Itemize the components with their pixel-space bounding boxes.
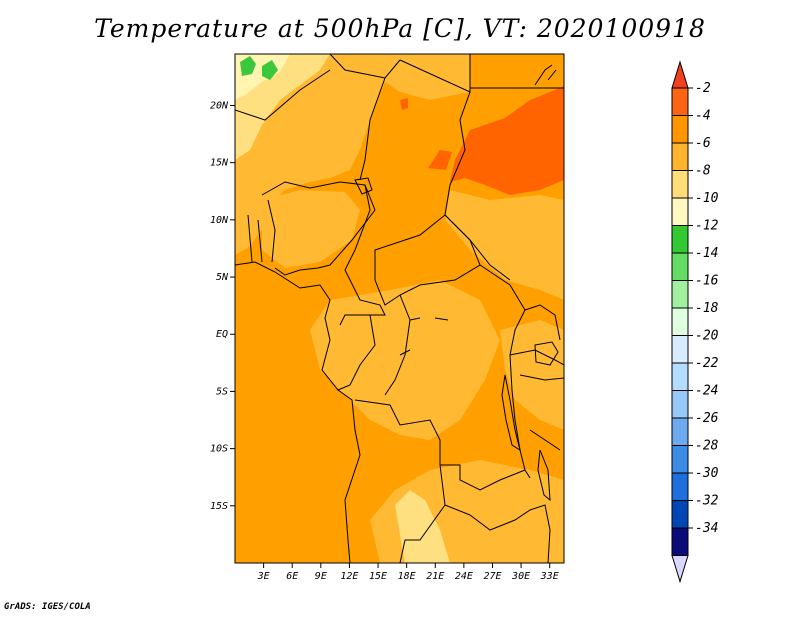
red-sea-coast [534, 64, 557, 86]
colorbar-label: -4 [695, 109, 711, 124]
map-title: Temperature at 500hPa [C], VT: 202010091… [94, 14, 706, 43]
temperature-map [235, 54, 564, 563]
colorbar-label: -26 [695, 411, 719, 426]
border-niger-chad [359, 77, 386, 181]
border-car [374, 214, 481, 306]
colorbar-swatch [671, 87, 689, 116]
colorbar-swatch [671, 362, 689, 391]
colorbar-label: -6 [695, 136, 711, 151]
x-tick-label: 12E [340, 571, 358, 582]
coastline-west-africa [235, 261, 361, 563]
x-tick-label: 24E [455, 571, 473, 582]
colorbar-top-arrow [671, 60, 689, 89]
colorbar-label: -32 [695, 494, 719, 509]
contour-minus-12-patch-2 [262, 60, 278, 80]
colorbar: -2 -4 -6 -8 -10 -12 -14 -16 -18 -20 -22 -24 -26 -28 -3… [671, 60, 719, 584]
colorbar-swatch [671, 142, 689, 171]
colorbar-swatch [671, 307, 689, 336]
y-tick-label: 10S [210, 444, 228, 455]
x-tick-label: 15E [369, 571, 387, 582]
x-tick-label: 27E [483, 571, 501, 582]
border-tanzania [519, 374, 564, 451]
colorbar-label: -12 [695, 219, 719, 234]
colorbar-label: -30 [695, 466, 719, 481]
colorbar-label: -16 [695, 274, 719, 289]
border-angola-zambia [399, 464, 471, 563]
x-tick-label: 9E [315, 571, 327, 582]
map-frame [234, 53, 565, 564]
colorbar-swatch [671, 472, 689, 501]
border-algeria-niger [290, 54, 401, 79]
contour-minus-4-sudan-west [428, 150, 452, 170]
contour-minus-8-east [445, 190, 564, 300]
colorbar-label: -22 [695, 356, 719, 371]
y-tick-label: 5S [216, 386, 228, 397]
y-axis: 20N 15N 10N 5N EQ 5S 10S 15S [210, 100, 235, 512]
x-tick-label: 30E [511, 571, 530, 582]
x-axis: 3E 6E 9E 12E 15E 18E 21E 24E 27E 30E 33E [257, 563, 559, 582]
colorbar-label: -14 [695, 246, 718, 261]
colorbar-label: -20 [695, 329, 719, 344]
colorbar-swatch [671, 445, 689, 474]
contour-minus-4-sudan [450, 86, 564, 195]
contour-minus-8-nigeria [262, 190, 360, 268]
border-drc-east [479, 264, 531, 479]
y-tick-label: 15N [210, 158, 229, 169]
colorbar-swatch [671, 197, 689, 226]
colorbar-swatch [671, 170, 689, 199]
contour-minus-10-angola [395, 490, 450, 563]
colorbar-label: -34 [695, 521, 718, 536]
grads-credit: GrADS: IGES/COLA [4, 602, 91, 612]
contour-minus-12-patch-1 [240, 56, 256, 76]
colorbar-swatch [671, 417, 689, 446]
border-congo-drc [337, 294, 411, 396]
contour-minus-4-small [400, 98, 408, 110]
lake-chad [354, 177, 373, 195]
colorbar-swatch [671, 527, 689, 556]
x-tick-label: 21E [426, 571, 444, 582]
y-tick-label: 10N [210, 215, 229, 226]
border-mali-niger [235, 69, 331, 121]
colorbar-label: -18 [695, 301, 719, 316]
colorbar-swatch [671, 252, 689, 281]
y-tick-label: 15S [210, 501, 228, 512]
y-tick-label: 20N [210, 100, 229, 111]
y-tick-label: 5N [216, 272, 229, 283]
colorbar-label: -24 [695, 384, 718, 399]
lake-tanganyika [501, 374, 521, 452]
colorbar-swatch [671, 115, 689, 144]
border-uganda-kenya [509, 304, 564, 366]
colorbar-swatch [671, 500, 689, 529]
country-borders [235, 54, 564, 563]
colorbar-swatch [671, 335, 689, 364]
border-benin-togo [247, 199, 276, 263]
lake-malawi [537, 449, 551, 502]
colorbar-swatch [671, 390, 689, 419]
river-congo [399, 317, 449, 356]
colorbar-label: -8 [695, 164, 711, 179]
colorbar-swatch [671, 225, 689, 254]
colorbar-bottom-arrow [671, 555, 689, 584]
lake-victoria [534, 341, 559, 366]
colorbar-swatch [671, 280, 689, 309]
border-zambia-south [469, 504, 551, 563]
x-tick-label: 3E [257, 571, 270, 582]
colorbar-label: -10 [695, 191, 719, 206]
contour-minus-8-southeast [500, 320, 564, 430]
x-tick-label: 18E [398, 571, 416, 582]
y-tick-label: EQ [216, 329, 228, 340]
colorbar-label: -2 [695, 81, 711, 96]
x-tick-label: 33E [540, 571, 559, 582]
border-nigeria [261, 181, 376, 276]
contour-minus-8-north [235, 54, 470, 255]
x-tick-label: 6E [286, 571, 298, 582]
colorbar-label: -28 [695, 439, 719, 454]
border-chad-sudan [444, 91, 511, 281]
